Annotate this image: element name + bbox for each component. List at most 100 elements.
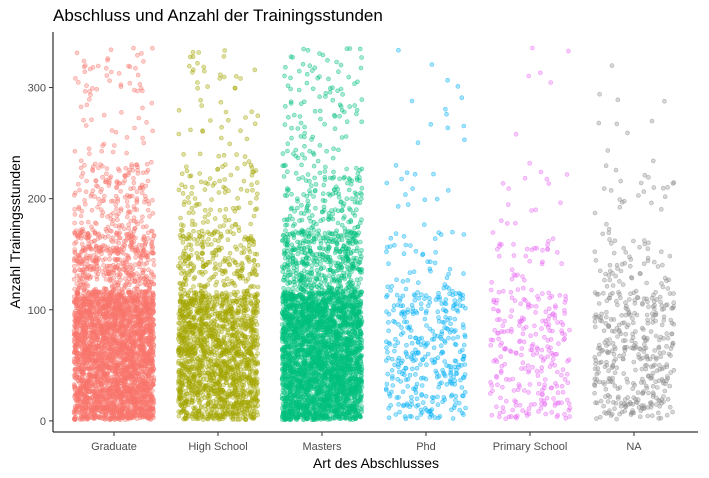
data-point xyxy=(109,229,114,234)
data-point xyxy=(237,322,243,328)
data-point xyxy=(151,262,157,268)
data-point xyxy=(115,217,120,222)
data-point xyxy=(147,397,153,403)
data-point xyxy=(72,386,78,392)
data-point xyxy=(232,209,238,214)
data-point xyxy=(147,284,152,289)
data-point xyxy=(93,399,99,405)
data-point xyxy=(251,257,257,263)
series-graduate xyxy=(71,45,157,423)
data-point xyxy=(123,327,129,332)
data-point xyxy=(255,284,261,290)
data-point xyxy=(133,342,138,348)
data-point xyxy=(131,361,137,366)
data-point xyxy=(101,141,107,147)
data-point xyxy=(79,314,85,320)
data-point xyxy=(149,280,154,285)
data-point xyxy=(92,357,98,362)
data-point xyxy=(142,356,147,362)
data-point xyxy=(142,243,148,248)
data-point xyxy=(85,231,91,236)
data-point xyxy=(104,248,109,253)
data-point xyxy=(85,264,91,270)
data-point xyxy=(134,189,140,194)
data-point xyxy=(121,415,126,420)
data-point xyxy=(132,87,137,93)
data-point xyxy=(116,180,122,186)
data-point xyxy=(137,295,143,301)
data-point xyxy=(96,165,101,171)
data-point xyxy=(73,255,78,260)
data-point xyxy=(100,257,106,263)
data-point xyxy=(78,365,83,370)
data-point xyxy=(141,304,146,310)
data-point xyxy=(101,272,107,278)
data-point xyxy=(150,369,155,374)
data-point xyxy=(124,385,130,391)
data-point xyxy=(236,205,242,211)
data-point xyxy=(119,362,124,368)
data-point xyxy=(78,318,83,324)
data-point xyxy=(72,207,77,212)
data-point xyxy=(200,411,205,417)
data-point xyxy=(79,248,85,254)
data-point xyxy=(142,262,147,267)
data-point xyxy=(125,236,130,241)
data-point xyxy=(140,337,145,343)
data-point xyxy=(119,110,124,115)
data-point xyxy=(71,276,77,282)
data-point xyxy=(242,154,248,159)
data-point xyxy=(126,291,132,296)
data-point xyxy=(176,108,182,113)
data-point xyxy=(107,303,113,309)
data-point xyxy=(115,368,120,374)
data-point xyxy=(96,308,102,314)
data-point xyxy=(150,363,156,369)
data-point xyxy=(86,146,92,152)
data-point xyxy=(140,404,145,410)
data-point xyxy=(98,320,104,326)
data-point xyxy=(141,59,146,64)
data-point xyxy=(73,356,79,362)
data-point xyxy=(176,131,182,137)
data-point xyxy=(88,374,94,380)
data-point xyxy=(126,194,132,200)
data-point xyxy=(132,279,138,285)
data-point xyxy=(110,149,116,155)
data-point xyxy=(103,277,109,282)
data-point xyxy=(87,89,92,94)
data-point xyxy=(123,165,128,171)
chart-title: Abschluss und Anzahl der Trainingsstunde… xyxy=(53,6,383,25)
data-point xyxy=(194,241,200,247)
data-point xyxy=(83,189,89,195)
data-point xyxy=(120,319,125,324)
data-point xyxy=(138,85,144,91)
data-point xyxy=(74,390,79,396)
data-point xyxy=(120,406,125,411)
data-point xyxy=(100,371,106,376)
data-point xyxy=(98,189,103,195)
data-point xyxy=(178,293,184,299)
data-point xyxy=(95,63,101,69)
data-point xyxy=(197,234,202,239)
data-point xyxy=(143,289,148,294)
data-point xyxy=(119,223,125,228)
data-point xyxy=(200,245,206,250)
data-point xyxy=(123,263,128,269)
data-point xyxy=(124,214,130,220)
data-point xyxy=(83,234,88,240)
data-point xyxy=(79,378,85,384)
data-point xyxy=(221,259,226,264)
data-point xyxy=(235,196,240,201)
data-point xyxy=(98,330,104,336)
data-point xyxy=(83,63,88,68)
data-point xyxy=(139,51,144,56)
data-point xyxy=(116,71,122,76)
data-point xyxy=(238,76,243,81)
data-point xyxy=(108,216,114,222)
data-point xyxy=(247,243,252,248)
data-point xyxy=(80,335,86,341)
data-point xyxy=(107,387,113,392)
data-point xyxy=(113,194,119,199)
data-point xyxy=(227,251,233,256)
